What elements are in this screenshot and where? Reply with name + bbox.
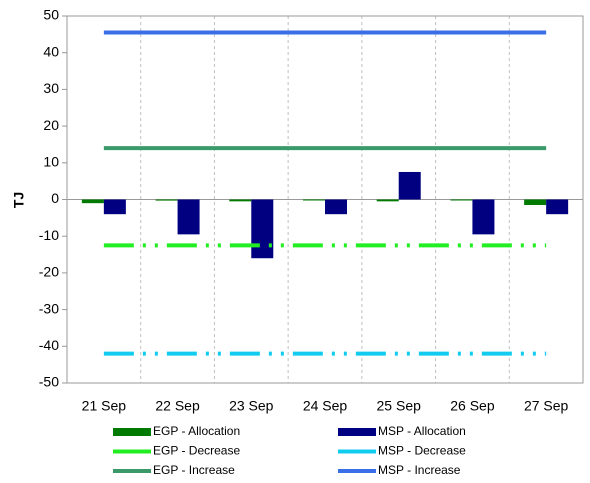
- y-tick-label: -40: [39, 337, 59, 353]
- y-tick-label: 0: [51, 190, 59, 206]
- bar: [325, 199, 347, 215]
- legend-label: EGP - Increase: [153, 463, 235, 477]
- y-tick-label: 20: [43, 117, 59, 133]
- y-tick-label: -20: [39, 264, 59, 280]
- legend-label: EGP - Allocation: [153, 424, 240, 438]
- bar: [103, 199, 126, 215]
- bar: [472, 199, 495, 235]
- bar: [524, 199, 547, 206]
- x-tick-label: 25 Sep: [377, 398, 422, 414]
- bar: [229, 199, 252, 202]
- y-tick-label: 10: [43, 154, 59, 170]
- bar: [251, 199, 274, 259]
- legend-swatch: [113, 428, 151, 436]
- x-tick-label: 24 Sep: [303, 398, 348, 414]
- x-tick-label: 26 Sep: [450, 398, 495, 414]
- bar: [155, 199, 178, 201]
- legend-label: MSP - Allocation: [378, 424, 466, 438]
- x-tick-label: 22 Sep: [155, 398, 200, 414]
- bar: [450, 199, 473, 201]
- x-tick-label: 27 Sep: [524, 398, 569, 414]
- y-tick-label: 30: [43, 80, 59, 96]
- bar: [376, 199, 399, 202]
- legend-label: MSP - Increase: [378, 463, 461, 477]
- y-tick-label: -50: [39, 374, 59, 390]
- legend-swatch: [338, 428, 376, 436]
- bar: [81, 199, 104, 204]
- y-tick-label: 40: [43, 43, 59, 59]
- x-tick-label: 21 Sep: [82, 398, 127, 414]
- y-tick-label: -10: [39, 227, 59, 243]
- bar: [398, 171, 421, 200]
- y-tick-label: -30: [39, 300, 59, 316]
- legend-label: EGP - Decrease: [153, 444, 240, 458]
- y-tick-label: 50: [43, 7, 59, 23]
- bar: [177, 199, 200, 235]
- bar: [303, 199, 325, 201]
- y-axis-label: TJ: [11, 192, 27, 208]
- legend-label: MSP - Decrease: [378, 444, 466, 458]
- x-tick-label: 23 Sep: [229, 398, 274, 414]
- bar: [546, 199, 569, 215]
